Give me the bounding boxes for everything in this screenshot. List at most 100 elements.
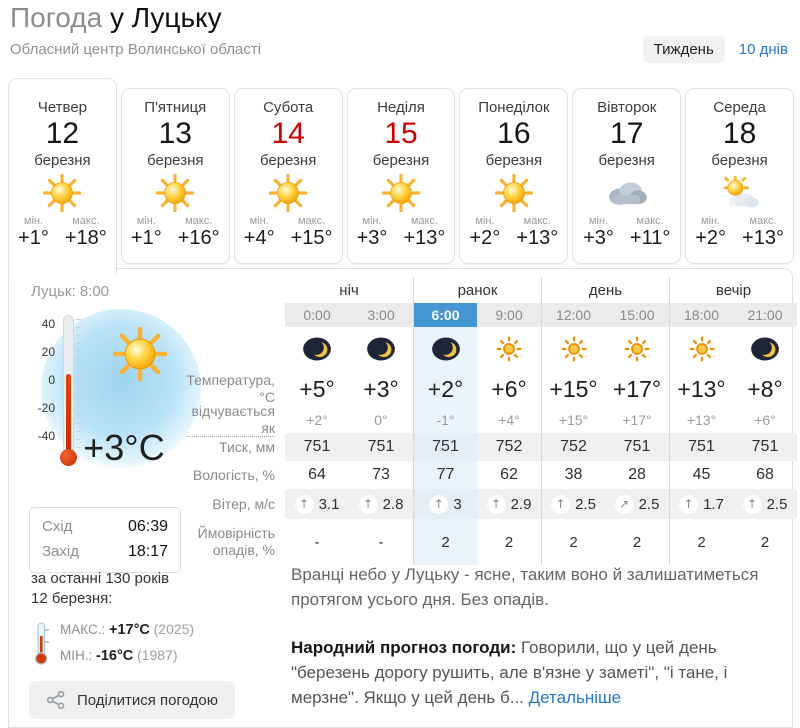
max-temp: +13° [403, 226, 446, 249]
cloud-icon [573, 172, 680, 214]
wind-direction-icon: ↗ [614, 494, 634, 514]
pressure-cell: 751 [669, 433, 733, 461]
min-label: мін. [23, 214, 44, 227]
row-label-temperature: Температура, °C [186, 372, 275, 405]
feels-like-cell: -1° [413, 407, 477, 433]
min-label: мін. [588, 214, 609, 227]
sunrise-row: Схід 06:39 [42, 515, 168, 540]
sunrise-sunset-box: Схід 06:39 Захід 18:17 [29, 507, 181, 573]
thermo-tube [63, 315, 74, 455]
day-card-sunday[interactable]: Неділя 15 березня мін. +3° макс. +13° [346, 88, 456, 264]
day-cards-row: Четвер 12 березня мін. +1° макс. +18° П'ят… [8, 78, 795, 274]
min-temp: +3° [583, 226, 614, 249]
thermo-ticks [76, 319, 81, 451]
wind-direction-icon: ↑ [429, 494, 449, 514]
day-name: Неділя [377, 99, 425, 116]
thermo-bulb [60, 449, 77, 466]
folk-forecast-text: Говорили, що у цей день "березень дорогу… [291, 638, 728, 707]
sun-icon [235, 172, 342, 214]
thermometer: 40 20 0 -20 -40 [29, 315, 91, 466]
moon-icon [413, 327, 477, 371]
time-cell[interactable]: 12:00 [541, 303, 605, 327]
thermometer-icon [31, 621, 51, 665]
wind-direction-icon: ↑ [551, 494, 571, 514]
time-cell[interactable]: 21:00 [733, 303, 797, 327]
row-label-wind: Вітер, м/с [212, 495, 275, 512]
row-label-feels-like[interactable]: відчувається як [187, 403, 285, 438]
day-month: березня [485, 151, 543, 169]
moon-icon [733, 327, 797, 371]
row-label-humidity: Вологість, % [192, 466, 275, 483]
wind-cell: ↑ 1.7 [669, 489, 733, 519]
tab-week[interactable]: Тиждень [642, 36, 725, 63]
min-temp: +4° [243, 226, 275, 249]
min-temp: +3° [356, 226, 388, 249]
page-subtitle: Обласний центр Волинської області [10, 41, 262, 58]
pressure-cell: 752 [477, 433, 541, 461]
time-cell[interactable]: 18:00 [669, 303, 733, 327]
min-temp: +2° [695, 226, 727, 249]
day-name: Вівторок [597, 99, 657, 116]
sunset-time: 18:17 [127, 542, 168, 560]
pressure-cell: 751 [733, 433, 797, 461]
share-button[interactable]: Поділитися погодою [29, 681, 236, 719]
forecast-panel: Луцьк: 8:00 40 20 0 -20 -40 +3°C Схід 06… [8, 268, 797, 728]
time-cell-active[interactable]: 6:00 [413, 303, 477, 327]
day-name: Субота [263, 99, 314, 116]
wind-cell: ↑ 2.8 [349, 489, 413, 519]
wind-cell: ↑ 2.9 [477, 489, 541, 519]
day-date: 12 [45, 117, 80, 150]
day-date: 16 [497, 117, 531, 150]
day-card-tuesday[interactable]: Вівторок 17 березня мін. +3° макс. +11° [572, 88, 682, 264]
day-card-wednesday[interactable]: Середа 18 березня мін. +2° макс. +13° [685, 88, 795, 264]
min-label: мін. [701, 214, 721, 227]
temperature-cell: +5° [299, 375, 335, 402]
max-temp: +15° [290, 226, 333, 249]
sunset-row: Захід 18:17 [42, 540, 168, 565]
location-time: Луцьк: 8:00 [31, 283, 110, 300]
thermo-tick: 0 [48, 373, 55, 387]
time-cell[interactable]: 9:00 [477, 303, 541, 327]
title-city: у Луцьку [109, 2, 222, 33]
temperature-cell: +2° [413, 371, 477, 407]
max-label: макс. [72, 214, 100, 227]
current-weather-sun-icon [113, 327, 167, 381]
max-label: макс. [523, 214, 551, 227]
sun-icon [669, 327, 733, 371]
min-label: мін. [362, 214, 382, 227]
max-temp: +16° [177, 226, 220, 249]
wind-direction-icon: ↑ [358, 494, 378, 514]
temperature-cell: +15° [541, 371, 605, 407]
period-morning: ранок [413, 277, 541, 303]
tab-10-days[interactable]: 10 днів [738, 41, 788, 58]
sun-cloud-icon [686, 172, 793, 214]
time-cell[interactable]: 15:00 [605, 303, 669, 327]
precipitation-cell: 2 [669, 519, 733, 565]
day-month: березня [147, 151, 204, 169]
record-min-label: МІН.: [60, 648, 93, 664]
time-cell[interactable]: 3:00 [349, 303, 413, 327]
day-card-monday[interactable]: Понеділок 16 березня мін. +2° макс. +13° [459, 88, 569, 264]
day-card-saturday[interactable]: Субота 14 березня мін. +4° макс. +15° [233, 88, 343, 264]
details-link[interactable]: Детальніше [528, 687, 622, 707]
time-cell[interactable]: 0:00 [285, 303, 349, 327]
temperature-cell: +8° [747, 375, 783, 402]
day-card-friday[interactable]: П'ятниця 13 березня мін. +1° макс. +16° [120, 88, 230, 264]
record-min-value: -16°C [96, 648, 134, 665]
min-temp: +2° [469, 226, 501, 249]
humidity-cell: 38 [541, 461, 605, 489]
page-header: Погода у Луцьку Обласний центр Волинсько… [10, 0, 261, 58]
humidity-cell: 64 [308, 466, 326, 483]
period-day: день [541, 277, 669, 303]
precipitation-cell: - [314, 533, 320, 551]
day-card-thursday[interactable]: Четвер 12 березня мін. +1° макс. +18° [8, 78, 117, 274]
sun-icon [460, 172, 567, 214]
share-button-label: Поділитися погодою [77, 691, 219, 709]
sunset-label: Захід [42, 542, 79, 560]
feels-like-cell: +2° [306, 412, 328, 428]
pressure-cell: 751 [349, 433, 413, 461]
precipitation-cell: 2 [632, 533, 642, 551]
thermo-tick: -40 [37, 429, 55, 443]
humidity-cell: 62 [500, 466, 518, 483]
day-date: 13 [158, 117, 192, 150]
